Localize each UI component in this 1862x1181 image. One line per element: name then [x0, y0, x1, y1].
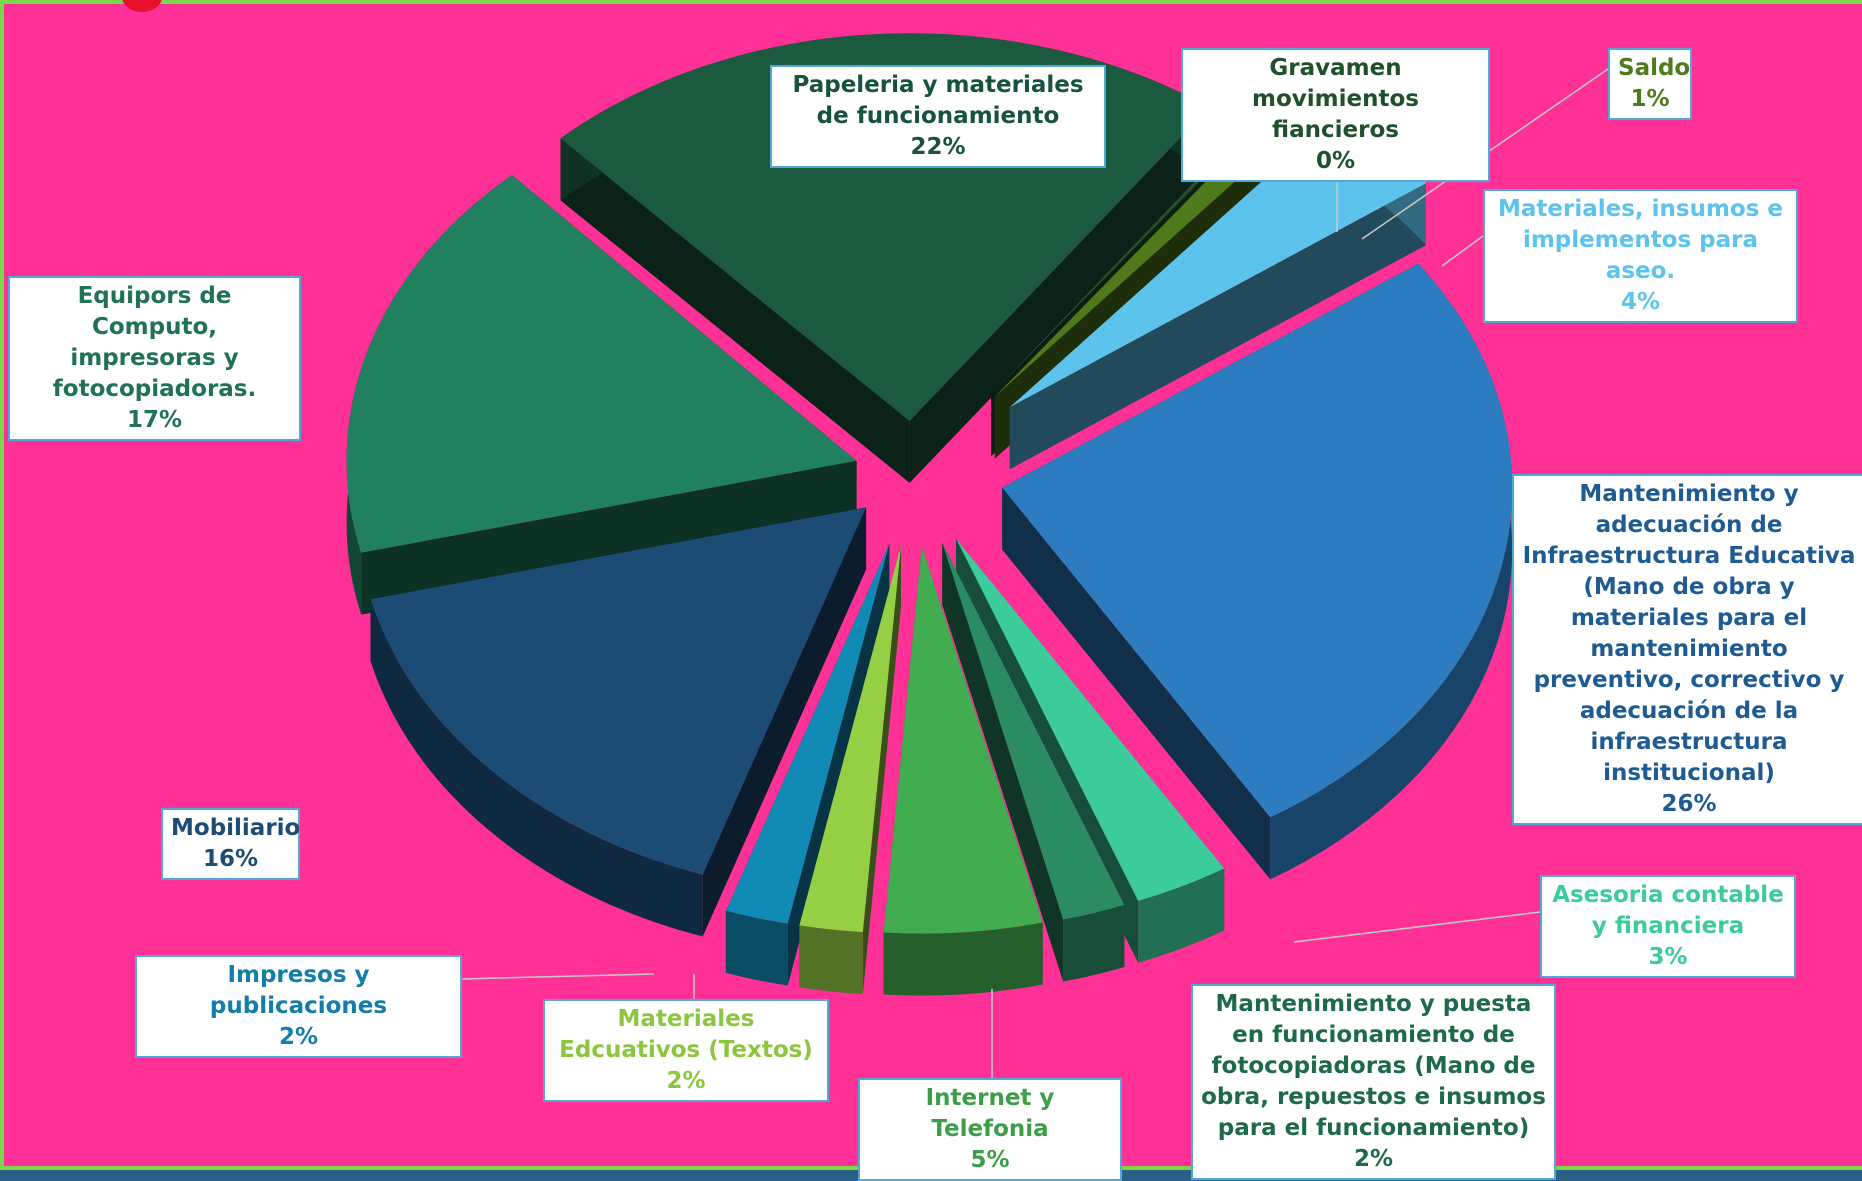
label-papeleria-pct: 22%: [910, 134, 966, 160]
leader-line-3: [1441, 235, 1484, 267]
label-internet-pct: 5%: [970, 1147, 1010, 1173]
slice-3-wall-1: [1009, 183, 1426, 470]
slice-6-wall-1: [942, 542, 1064, 982]
label-impresos-pct: 2%: [278, 1024, 319, 1050]
label-fotocopiadoras: Mantenimiento y puesta en funcionamiento…: [1191, 984, 1556, 1180]
slice-7: [883, 545, 1043, 996]
slice-9-rim: [725, 910, 788, 986]
label-internet-name: Internet y Telefonia: [925, 1085, 1055, 1142]
label-mobiliario-pct: 16%: [202, 846, 259, 872]
label-equipos-computo-name: Equipors de Computo, impresoras y fotoco…: [52, 283, 257, 402]
label-gravamen-pct: 0%: [1315, 148, 1356, 174]
label-impresos: Impresos y publicaciones 2%: [135, 955, 462, 1058]
slice-10-wall-0: [702, 507, 867, 937]
slice-4-wall-1: [1002, 487, 1271, 880]
slice-8-wall-0: [862, 545, 901, 995]
label-materiales-educativos: Materiales Edcuativos (Textos) 2%: [543, 999, 829, 1102]
label-mobiliario: Mobiliario 16%: [161, 808, 300, 880]
slice-4-top: [1002, 263, 1513, 818]
slice-4: [1002, 263, 1513, 880]
label-saldo-pct: 1%: [1630, 86, 1670, 112]
slice-11: [346, 175, 857, 615]
slice-10: [370, 507, 867, 937]
slice-8-top: [799, 545, 901, 933]
label-saldo: Saldo 1%: [1608, 48, 1692, 120]
slice-11-top: [346, 175, 857, 553]
label-fotocopiadoras-name: Mantenimiento y puesta en funcionamiento…: [1201, 991, 1546, 1141]
label-papeleria-name: Papeleria y materiales de funcionamiento: [792, 72, 1084, 129]
label-gravamen: Gravamen movimientos fiancieros 0%: [1181, 48, 1490, 182]
label-aseo: Materiales, insumos e implementos para a…: [1483, 189, 1798, 323]
leader-line-5: [1293, 911, 1541, 943]
label-mantenimiento-infraestructura-name: Mantenimiento y adecuación de Infraestru…: [1522, 481, 1856, 786]
slice-11-wall-0: [361, 460, 857, 615]
slice-3-top: [1009, 111, 1426, 408]
corner-shape: [122, 0, 162, 12]
label-equipos-computo-pct: 17%: [126, 407, 183, 433]
label-saldo-name: Saldo: [1618, 55, 1691, 81]
label-aseo-name: Materiales, insumos e implementos para a…: [1497, 196, 1784, 284]
label-fotocopiadoras-pct: 2%: [1353, 1146, 1394, 1172]
label-internet: Internet y Telefonia 5%: [858, 1078, 1122, 1181]
slice-8: [799, 545, 901, 995]
slice-6-rim: [1063, 904, 1125, 982]
label-materiales-educativos-name: Materiales Edcuativos (Textos): [559, 1006, 813, 1063]
leader-line-9: [461, 973, 655, 980]
slice-0-wall-0: [560, 138, 910, 483]
slice-4-rim: [1270, 263, 1513, 880]
label-asesoria-name: Asesoria contable y financiera: [1552, 882, 1784, 939]
slice-5-rim: [1138, 868, 1225, 963]
label-mantenimiento-infraestructura: Mantenimiento y adecuación de Infraestru…: [1512, 474, 1862, 825]
slice-7-rim: [883, 922, 1043, 996]
slice-6-top: [942, 542, 1125, 920]
slice-3: [1009, 111, 1426, 470]
slice-6: [942, 542, 1125, 982]
slice-8-rim: [799, 925, 863, 995]
slice-7-top: [883, 545, 1043, 934]
slice-10-rim: [370, 599, 703, 937]
label-equipos-computo: Equipors de Computo, impresoras y fotoco…: [8, 276, 301, 441]
label-asesoria-pct: 3%: [1648, 944, 1688, 970]
slice-9-top: [725, 543, 890, 924]
label-mantenimiento-infraestructura-pct: 26%: [1661, 791, 1717, 817]
label-asesoria: Asesoria contable y financiera 3%: [1540, 875, 1796, 978]
label-gravamen-name: Gravamen movimientos fiancieros: [1252, 55, 1419, 143]
label-mobiliario-name: Mobiliario: [171, 815, 301, 841]
label-aseo-pct: 4%: [1620, 289, 1661, 315]
label-papeleria: Papeleria y materiales de funcionamiento…: [770, 65, 1106, 168]
label-impresos-name: Impresos y publicaciones: [209, 962, 388, 1019]
slice-10-top: [370, 507, 867, 875]
slice-5-top: [956, 538, 1225, 901]
label-materiales-educativos-pct: 2%: [666, 1068, 706, 1094]
slice-0-wall-1: [909, 107, 1210, 483]
